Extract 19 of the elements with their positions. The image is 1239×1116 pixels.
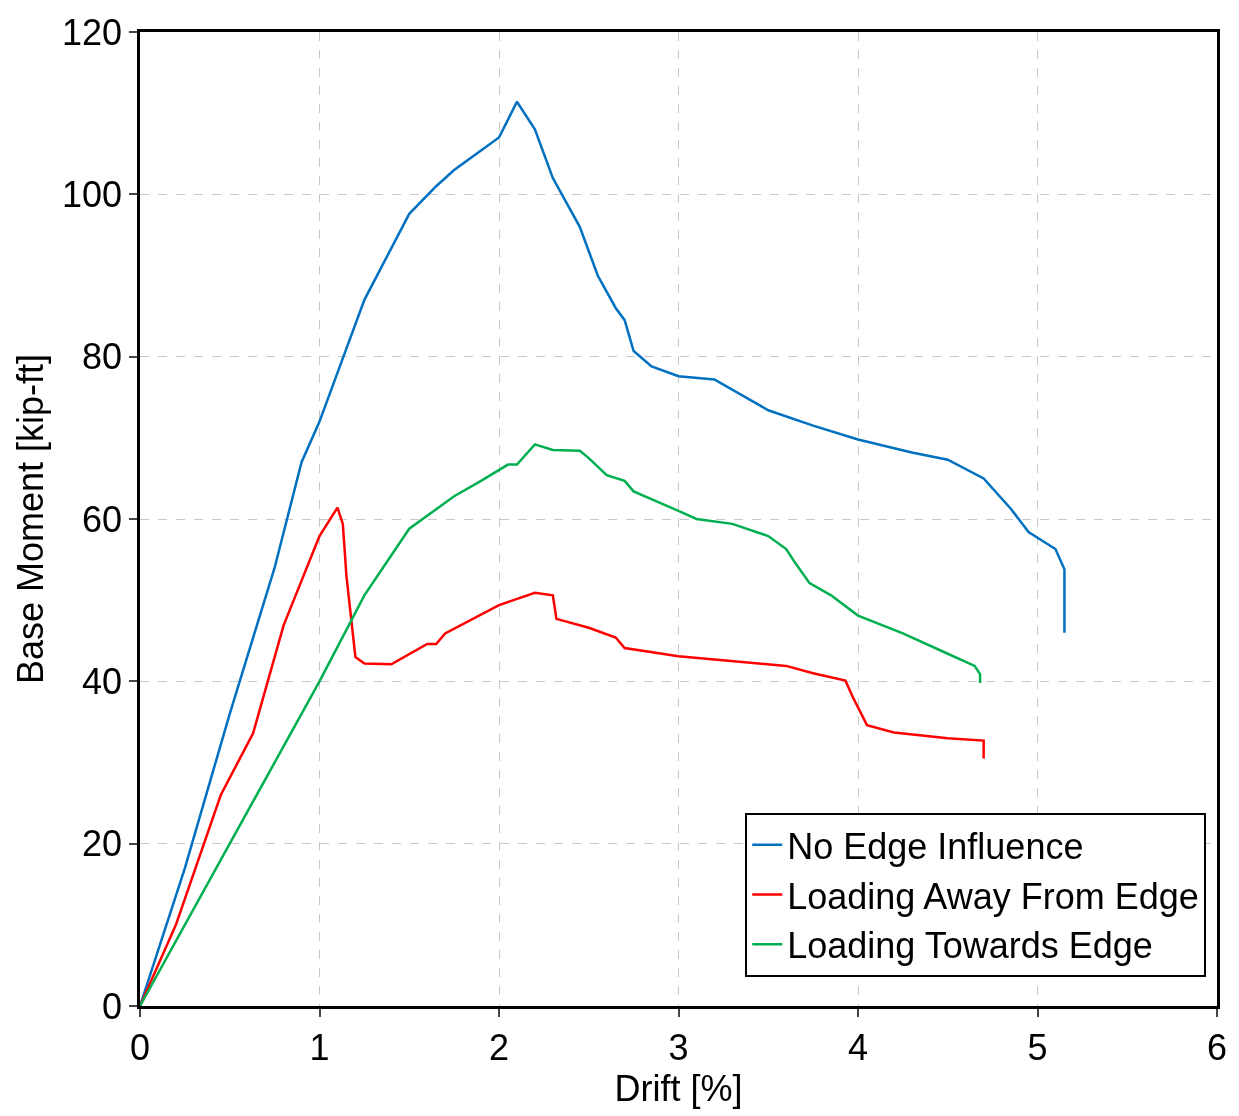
legend-label: Loading Towards Edge — [787, 925, 1153, 967]
x-tick-label: 4 — [847, 1026, 869, 1068]
legend-label: Loading Away From Edge — [787, 875, 1199, 917]
x-tick-label: 3 — [668, 1026, 689, 1068]
x-tick-label: 0 — [129, 1026, 151, 1068]
x-axis-title: Drift [%] — [614, 1067, 743, 1109]
y-tick-label: 80 — [82, 336, 123, 378]
y-tick-label: 20 — [82, 823, 123, 865]
x-tick-label: 6 — [1206, 1026, 1228, 1068]
x-tick-label: 1 — [309, 1026, 330, 1068]
y-tick-label: 100 — [61, 173, 123, 215]
x-tick-label: 5 — [1027, 1026, 1048, 1068]
legend-label: No Edge Influence — [787, 825, 1084, 867]
y-tick-label: 120 — [61, 11, 123, 53]
y-tick-label: 40 — [82, 660, 123, 702]
x-tick-label: 2 — [488, 1026, 510, 1068]
y-axis-title: Base Moment [kip-ft] — [9, 353, 51, 685]
y-tick-label: 0 — [102, 985, 123, 1027]
y-tick-label: 60 — [82, 498, 123, 540]
